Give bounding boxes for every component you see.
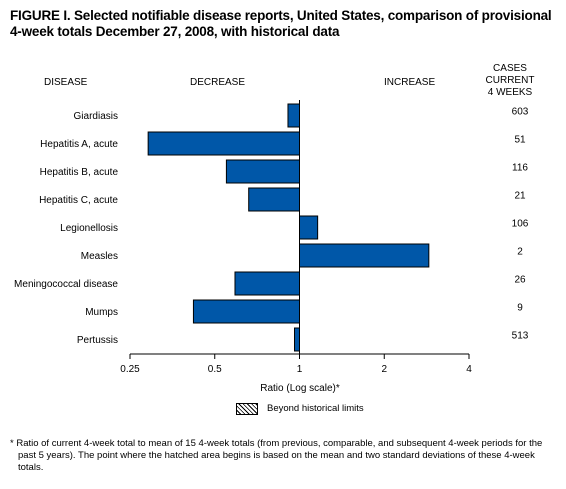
cases-value: 9 [517,303,523,314]
bar [294,327,300,352]
category-label: Hepatitis A, acute [40,139,118,150]
cases-header-line1: CASES CURRENT [485,63,535,86]
cases-value: 26 [514,275,526,286]
cases-value: 513 [512,331,529,342]
legend: Beyond historical limits [236,403,364,415]
cases-header-line2: 4 WEEKS [487,87,533,98]
category-label: Hepatitis C, acute [39,195,118,206]
bar [234,271,300,296]
cases-value: 2 [517,247,523,258]
category-label: Mumps [85,307,118,318]
bar [299,215,319,240]
decrease-header: DECREASE [190,77,246,88]
bar [287,103,300,128]
footnote-text: * Ratio of current 4-week total to mean … [10,438,543,473]
bar [299,243,430,268]
category-label: Measles [81,251,118,262]
cases-value: 106 [512,219,529,230]
x-tick-label: 2 [381,364,387,375]
x-tick-label: 0.5 [208,364,222,375]
x-axis-label: Ratio (Log scale)* [260,383,340,394]
bar [225,159,300,184]
legend-label: Beyond historical limits [267,403,364,414]
disease-column-header: DISEASE [44,77,88,88]
bar [147,131,300,156]
cases-column-header: CASES CURRENT 4 WEEKS [470,63,550,99]
cases-value: 21 [514,191,526,202]
category-label: Legionellosis [60,223,118,234]
cases-value: 603 [512,107,529,118]
cases-value: 116 [512,163,528,174]
category-label: Pertussis [77,335,118,346]
cases-value: 51 [514,135,526,146]
bar [248,187,300,212]
category-label: Hepatitis B, acute [40,167,119,178]
footnote: * Ratio of current 4-week total to mean … [10,438,555,474]
figure-title: FIGURE I. Selected notifiable disease re… [10,8,552,39]
x-tick-label: 4 [466,364,472,375]
hatched-swatch [236,403,258,415]
category-label: Meningococcal disease [14,279,118,290]
category-label: Giardiasis [74,111,118,122]
x-tick-label: 1 [297,364,303,375]
x-tick-label: 0.25 [120,364,140,375]
increase-header: INCREASE [384,77,436,88]
bar [192,299,300,324]
